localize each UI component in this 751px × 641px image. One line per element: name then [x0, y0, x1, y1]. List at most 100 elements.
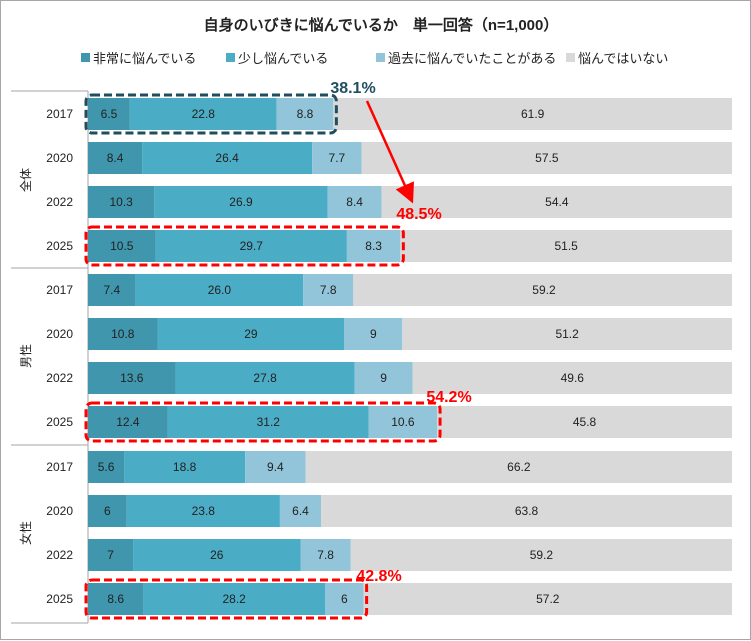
bar-segment	[368, 406, 438, 438]
bar-segment	[279, 495, 322, 527]
bar-segment	[142, 142, 313, 174]
data-label: 29	[244, 327, 258, 341]
annotation-label: 42.8%	[356, 568, 401, 585]
data-label: 9	[370, 327, 377, 341]
bar-segment	[350, 539, 732, 571]
bar-segment	[88, 583, 144, 615]
year-label: 2025	[46, 239, 73, 253]
annotation-label: 48.5%	[396, 206, 441, 223]
bar-segment	[276, 98, 334, 130]
axes: 全体 2017 2020 2022 2025 男性 2017 2020 2022 2025 女性 20…	[11, 90, 89, 624]
data-label: 22.8	[192, 107, 216, 121]
data-label: 31.2	[257, 415, 281, 429]
bar-segment	[245, 451, 306, 483]
bar-segment	[321, 495, 732, 527]
data-label: 51.5	[554, 239, 578, 253]
bar-segment	[88, 274, 136, 306]
data-label: 18.8	[173, 460, 197, 474]
data-label: 8.3	[365, 239, 382, 253]
bar-segment	[88, 186, 155, 218]
bar-segment	[412, 362, 732, 394]
data-label: 63.8	[515, 504, 539, 518]
data-label: 59.2	[532, 283, 556, 297]
bar-segment	[154, 186, 328, 218]
data-label: 10.5	[110, 239, 134, 253]
data-label: 10.3	[109, 195, 133, 209]
highlight-box	[84, 578, 369, 620]
bar-segment	[312, 142, 362, 174]
year-label: 2020	[46, 327, 73, 341]
year-label: 2017	[46, 283, 73, 297]
bar-segment	[324, 583, 364, 615]
data-label: 26.0	[208, 283, 232, 297]
legend-swatch	[376, 53, 385, 62]
data-label: 27.8	[253, 371, 277, 385]
data-label: 45.8	[573, 415, 597, 429]
data-label: 9.4	[267, 460, 284, 474]
bar-segment	[88, 318, 158, 350]
data-label: 49.6	[561, 371, 585, 385]
data-label: 26.4	[215, 151, 239, 165]
data-label: 29.7	[240, 239, 264, 253]
data-label: 6.5	[101, 107, 118, 121]
bar-segment	[344, 318, 403, 350]
highlight-box	[84, 225, 405, 267]
data-label: 7	[107, 548, 114, 562]
year-label: 2025	[46, 415, 73, 429]
bar-segment	[303, 274, 354, 306]
bar-segment	[88, 539, 134, 571]
bar-segment	[88, 406, 168, 438]
data-label: 26.9	[229, 195, 253, 209]
legend-label: 過去に悩んでいたことがある	[388, 51, 556, 66]
data-label: 7.7	[329, 151, 346, 165]
bar-segment	[300, 539, 351, 571]
data-label: 61.9	[521, 107, 545, 121]
data-label: 8.4	[107, 151, 124, 165]
data-label: 59.2	[530, 548, 554, 562]
data-label: 28.2	[223, 592, 247, 606]
bar-segment	[88, 98, 130, 130]
year-label: 2020	[46, 151, 73, 165]
bar-segment	[402, 318, 732, 350]
data-label: 8.6	[107, 592, 124, 606]
data-label: 6.4	[292, 504, 309, 518]
year-label: 2017	[46, 107, 73, 121]
data-label: 13.6	[120, 371, 144, 385]
data-label: 54.4	[545, 195, 569, 209]
bar-segment	[133, 539, 301, 571]
year-label: 2020	[46, 504, 73, 518]
data-label: 7.8	[317, 548, 334, 562]
bar-segment	[361, 142, 732, 174]
bar-segment	[327, 186, 382, 218]
bar-segment	[88, 142, 143, 174]
data-label: 12.4	[116, 415, 140, 429]
bar-segment	[381, 186, 732, 218]
bar-segment	[333, 98, 732, 130]
year-label: 2025	[46, 592, 73, 606]
bar-segment	[135, 274, 304, 306]
data-label: 7.8	[320, 283, 337, 297]
legend-label: 悩んではいない	[578, 51, 668, 66]
bar-segment	[143, 583, 325, 615]
bar-segment	[155, 230, 347, 262]
bar-segment	[88, 230, 156, 262]
highlight-box	[84, 93, 338, 135]
bar-segment	[124, 451, 246, 483]
data-label: 8.4	[346, 195, 363, 209]
data-label: 10.8	[111, 327, 135, 341]
data-label: 5.6	[98, 460, 115, 474]
legend-label: 非常に悩んでいる	[93, 51, 196, 66]
group-label: 男性	[19, 344, 33, 368]
bar-segment	[167, 406, 369, 438]
bar-segment	[354, 362, 413, 394]
year-label: 2022	[46, 195, 73, 209]
bar-segment	[88, 362, 176, 394]
data-label: 6	[104, 504, 111, 518]
annotation-label: 38.1%	[330, 80, 375, 97]
bar-segment	[305, 451, 732, 483]
legend-swatch	[566, 53, 575, 62]
legend-swatch	[226, 53, 235, 62]
legend-label: 少し悩んでいる	[238, 51, 328, 66]
